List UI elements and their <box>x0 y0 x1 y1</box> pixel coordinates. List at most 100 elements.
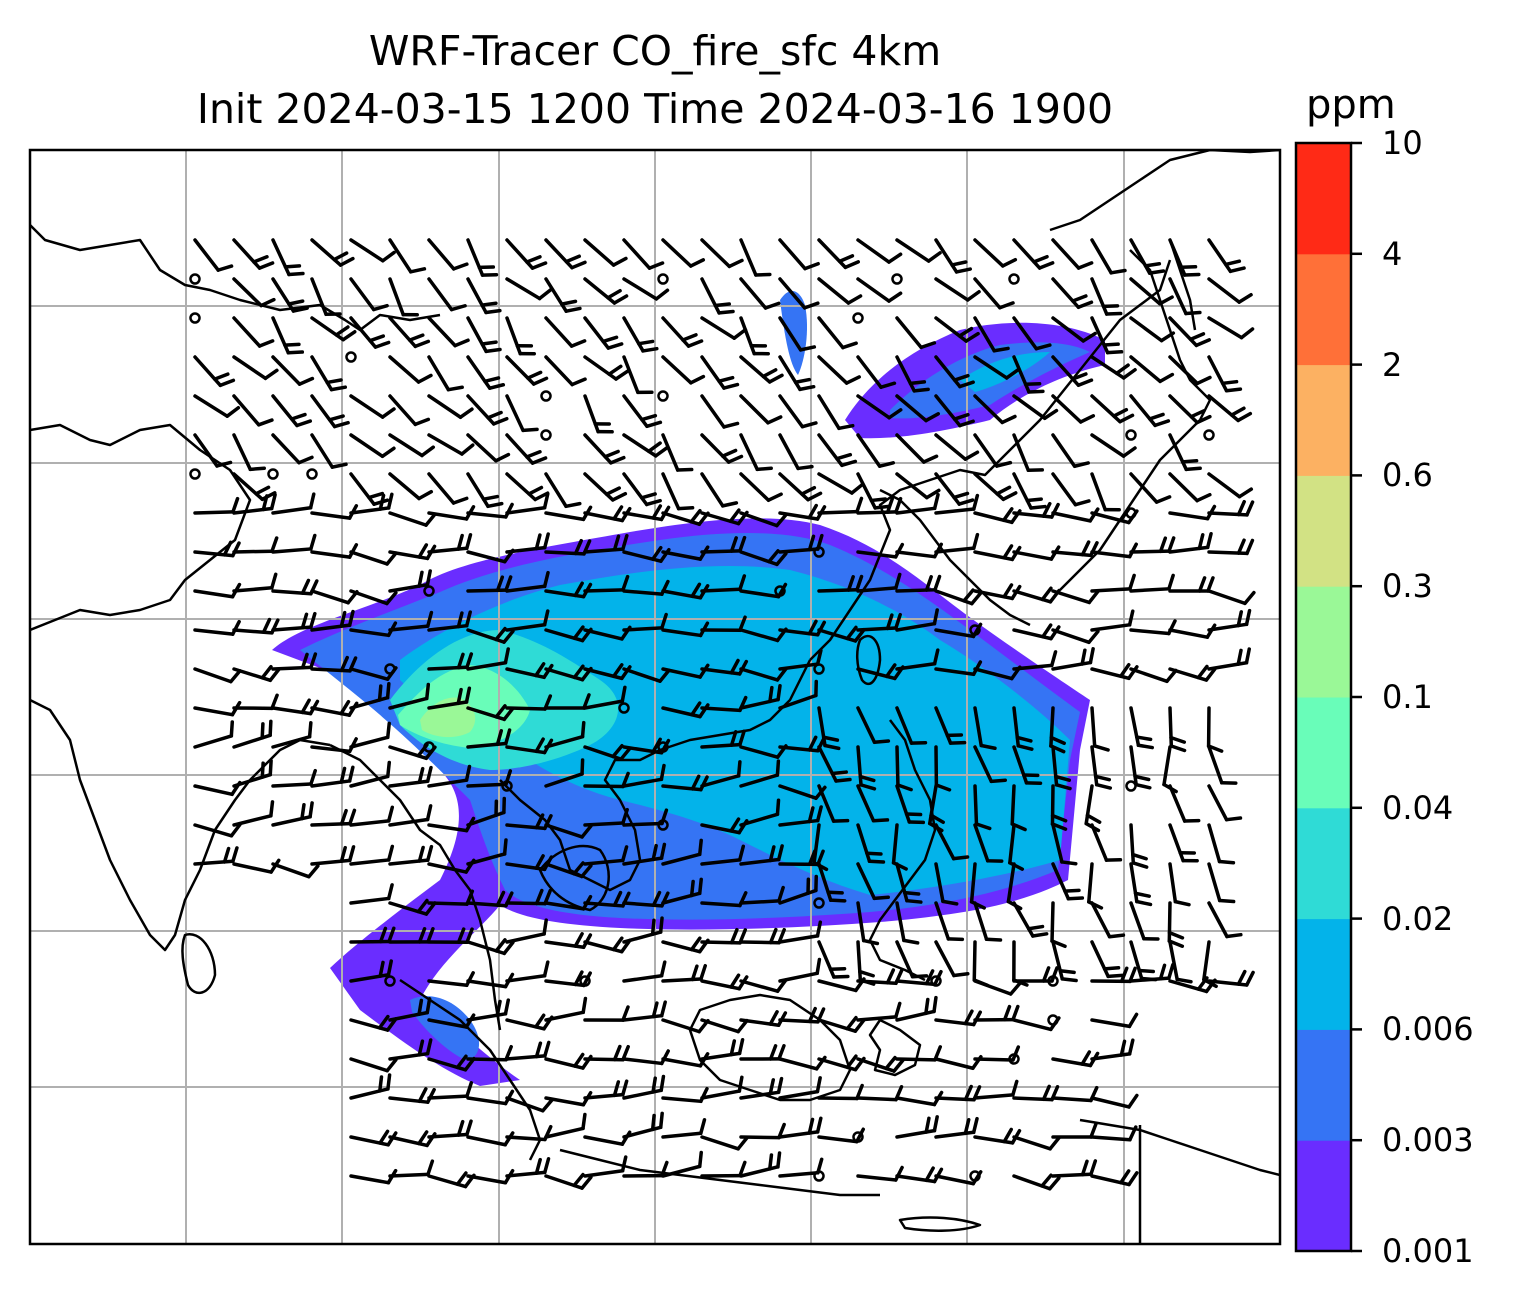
wind-barb <box>583 807 629 827</box>
wind-barb <box>1050 901 1067 949</box>
calm-circle <box>852 1131 864 1143</box>
wind-barb <box>466 1131 515 1147</box>
wind-barb <box>1012 966 1059 983</box>
wind-barb <box>505 609 550 632</box>
colorbar-segment <box>1296 1140 1351 1252</box>
wind-barb <box>544 758 585 788</box>
wind-barb <box>388 472 434 501</box>
wind-barb <box>466 575 513 593</box>
wind-barb <box>583 472 628 502</box>
wind-barb <box>856 940 876 986</box>
wind-barb <box>505 492 550 515</box>
wind-barb <box>778 679 819 710</box>
calm-wind-circles <box>189 273 1215 1182</box>
wind-barb <box>388 765 433 788</box>
wind-barb <box>778 1006 826 1024</box>
coast-srilanka <box>181 932 217 995</box>
wind-barb <box>856 1085 904 1102</box>
wind-barb <box>388 1038 433 1061</box>
wind-barb <box>505 918 548 944</box>
wind-barb <box>544 996 588 1022</box>
wind-barb <box>1090 1038 1135 1061</box>
calm-circle <box>1125 507 1137 519</box>
wind-barb <box>1012 394 1059 421</box>
wind-barb <box>544 693 591 710</box>
wind-barb <box>895 394 940 423</box>
wind-barb <box>466 433 511 463</box>
wind-barb <box>700 760 742 788</box>
wind-barb <box>1012 623 1061 641</box>
wind-barb <box>427 686 472 710</box>
wind-barb <box>1090 940 1124 979</box>
wind-barb <box>1012 472 1047 510</box>
wind-barb <box>1129 238 1166 275</box>
wind-barb <box>349 394 396 419</box>
wind-barb <box>271 316 305 355</box>
wind-barb <box>466 838 508 866</box>
wind-barb <box>466 277 502 315</box>
wind-barb <box>466 502 514 519</box>
wind-barb <box>427 971 475 987</box>
calm-circle <box>813 897 825 909</box>
calm-circle <box>384 975 396 987</box>
wind-barb <box>583 1079 629 1100</box>
wind-barb <box>193 846 239 866</box>
wind-barb <box>583 743 632 761</box>
wind-barb <box>505 1157 551 1178</box>
colorbar-tick-label: 0.001 <box>1382 1232 1474 1270</box>
wind-barb <box>583 394 614 434</box>
wind-barb <box>739 667 788 682</box>
calm-circle <box>657 741 669 753</box>
wind-barb <box>427 1081 474 1100</box>
plume-layer-korea <box>780 290 808 375</box>
wind-barb <box>622 1049 670 1066</box>
wind-barb <box>388 1159 435 1178</box>
wind-barb <box>622 316 659 353</box>
wind-barb <box>1207 823 1236 865</box>
wind-barb <box>973 277 1015 310</box>
wind-barb <box>1090 706 1110 752</box>
wind-barb <box>349 238 396 263</box>
wind-barb <box>310 433 348 469</box>
wind-barb <box>193 822 242 838</box>
wind-barb <box>1129 573 1175 593</box>
wind-barb <box>622 763 666 788</box>
wind-barb <box>661 472 695 511</box>
coast-indochina <box>499 659 812 892</box>
calm-circle <box>1125 429 1137 441</box>
wind-barb <box>856 238 903 264</box>
colorbar-segment <box>1296 918 1351 1030</box>
wind-barb <box>778 277 820 310</box>
wind-barb <box>934 940 970 978</box>
wind-barb <box>544 1052 593 1070</box>
wind-barb <box>1090 663 1139 681</box>
wind-barb <box>1129 277 1174 306</box>
wind-barb <box>232 355 279 381</box>
calm-circle <box>1008 1053 1020 1065</box>
wind-barb <box>622 355 654 395</box>
wind-barb <box>1168 532 1213 554</box>
colorbar-segment <box>1296 143 1351 255</box>
wind-barb <box>622 916 664 944</box>
wind-barb <box>700 658 749 676</box>
colorbar-unit-label: ppm <box>1306 82 1396 128</box>
wind-barb <box>661 877 703 905</box>
wind-barb <box>427 472 469 505</box>
colorbar-segment <box>1296 807 1351 920</box>
wind-barb <box>1129 745 1152 790</box>
wind-barb <box>271 652 318 671</box>
wind-barb <box>193 355 236 388</box>
wind-barb <box>973 238 1018 268</box>
wind-barb <box>1012 745 1043 786</box>
wind-barb <box>1051 472 1091 507</box>
wind-barb <box>1012 901 1049 938</box>
wind-barb <box>817 433 858 468</box>
wind-barb <box>856 496 903 515</box>
coast-taiwan <box>856 634 882 686</box>
wind-barb <box>1012 706 1034 751</box>
wind-barb <box>700 615 747 633</box>
calm-circle <box>384 663 396 675</box>
wind-barb <box>310 394 350 429</box>
wind-barb <box>544 1112 587 1139</box>
wind-barb <box>349 1073 392 1100</box>
